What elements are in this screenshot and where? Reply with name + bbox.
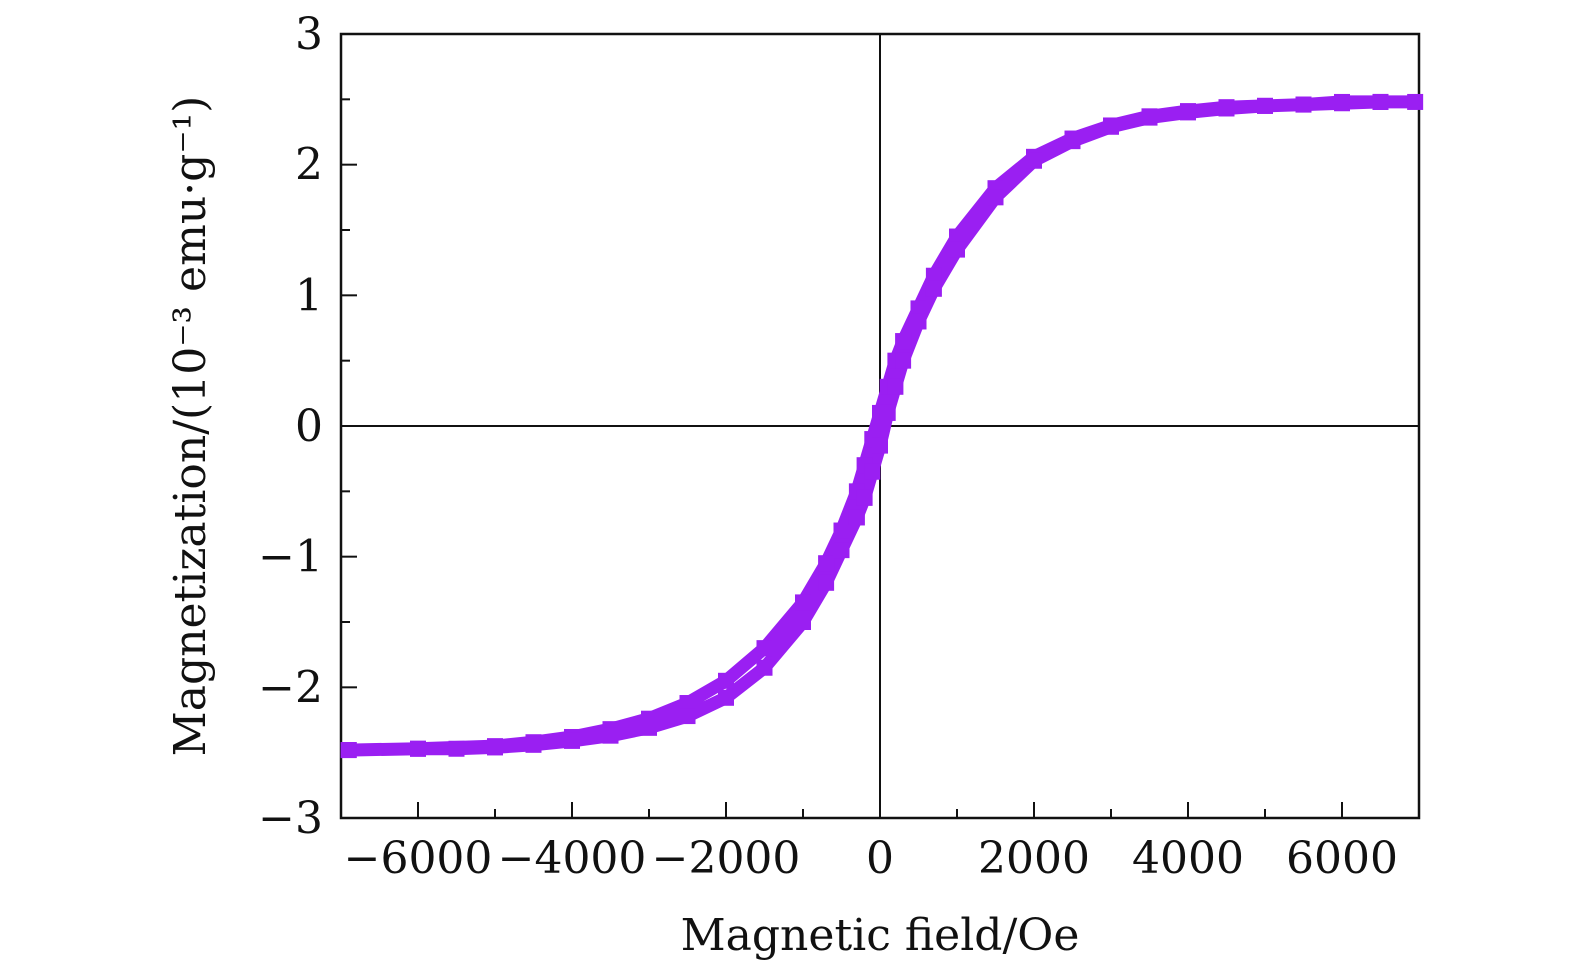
x-tick-label: 2000: [978, 833, 1090, 884]
data-point: [1218, 100, 1235, 117]
data-point: [1064, 133, 1081, 150]
x-tick-label: 6000: [1286, 833, 1398, 884]
data-point: [410, 740, 426, 757]
data-point: [1141, 109, 1158, 126]
data-point: [895, 352, 912, 369]
data-point: [1295, 96, 1312, 113]
data-point: [679, 695, 696, 712]
data-point: [641, 719, 657, 736]
y-tick-label: 3: [295, 9, 323, 60]
data-point: [1372, 93, 1389, 110]
data-point: [756, 640, 773, 657]
data-point: [718, 689, 734, 706]
data-point: [925, 280, 942, 297]
data-point: [895, 333, 912, 350]
data-point: [833, 522, 850, 539]
data-point: [1257, 97, 1273, 114]
y-tick-label: −1: [258, 532, 323, 583]
data-point: [795, 594, 811, 611]
data-point: [833, 542, 850, 559]
x-tick-label: −2000: [652, 833, 801, 884]
y-tick-label: 0: [295, 401, 323, 452]
x-tick-label: 4000: [1132, 833, 1244, 884]
data-point: [1180, 104, 1196, 121]
data-point: [756, 659, 773, 676]
data-point: [448, 740, 465, 757]
data-point: [1334, 95, 1350, 112]
data-point: [487, 739, 503, 756]
x-tick-label: −6000: [344, 833, 493, 884]
y-tick-label: 1: [295, 270, 323, 321]
data-point: [949, 228, 965, 245]
x-tick-label: 0: [866, 833, 894, 884]
data-point: [925, 267, 942, 284]
data-point: [848, 509, 865, 526]
data-point: [1407, 93, 1424, 110]
data-point: [987, 189, 1004, 206]
y-tick-label: −2: [258, 662, 323, 713]
y-tick-label: 2: [295, 140, 323, 191]
data-point: [879, 404, 896, 421]
data-point: [679, 708, 696, 725]
data-point: [1026, 152, 1042, 169]
y-axis-title: Magnetization/(10⁻³ emu·g⁻¹): [165, 96, 216, 757]
data-point: [949, 241, 965, 258]
data-point: [718, 672, 734, 689]
x-tick-label: −4000: [498, 833, 647, 884]
data-point: [340, 742, 357, 759]
x-axis-title: Magnetic field/Oe: [681, 910, 1080, 961]
data-point: [910, 313, 927, 330]
data-point: [795, 614, 811, 630]
data-point: [864, 463, 881, 480]
y-tick-label: −3: [258, 793, 323, 844]
data-point: [872, 437, 888, 454]
data-point: [818, 555, 835, 572]
data-point: [1103, 118, 1119, 135]
data-point: [887, 378, 904, 395]
tick-labels: −6000 −4000 −2000 0 2000 4000 6000 −3 −2 −1 0 1 2 3: [258, 9, 1398, 884]
data-point: [856, 489, 873, 506]
data-point: [602, 727, 619, 744]
data-point: [525, 736, 542, 753]
data-point: [818, 574, 835, 591]
data-point: [910, 300, 927, 317]
data-point: [564, 732, 580, 749]
hysteresis-series: [340, 93, 1424, 759]
